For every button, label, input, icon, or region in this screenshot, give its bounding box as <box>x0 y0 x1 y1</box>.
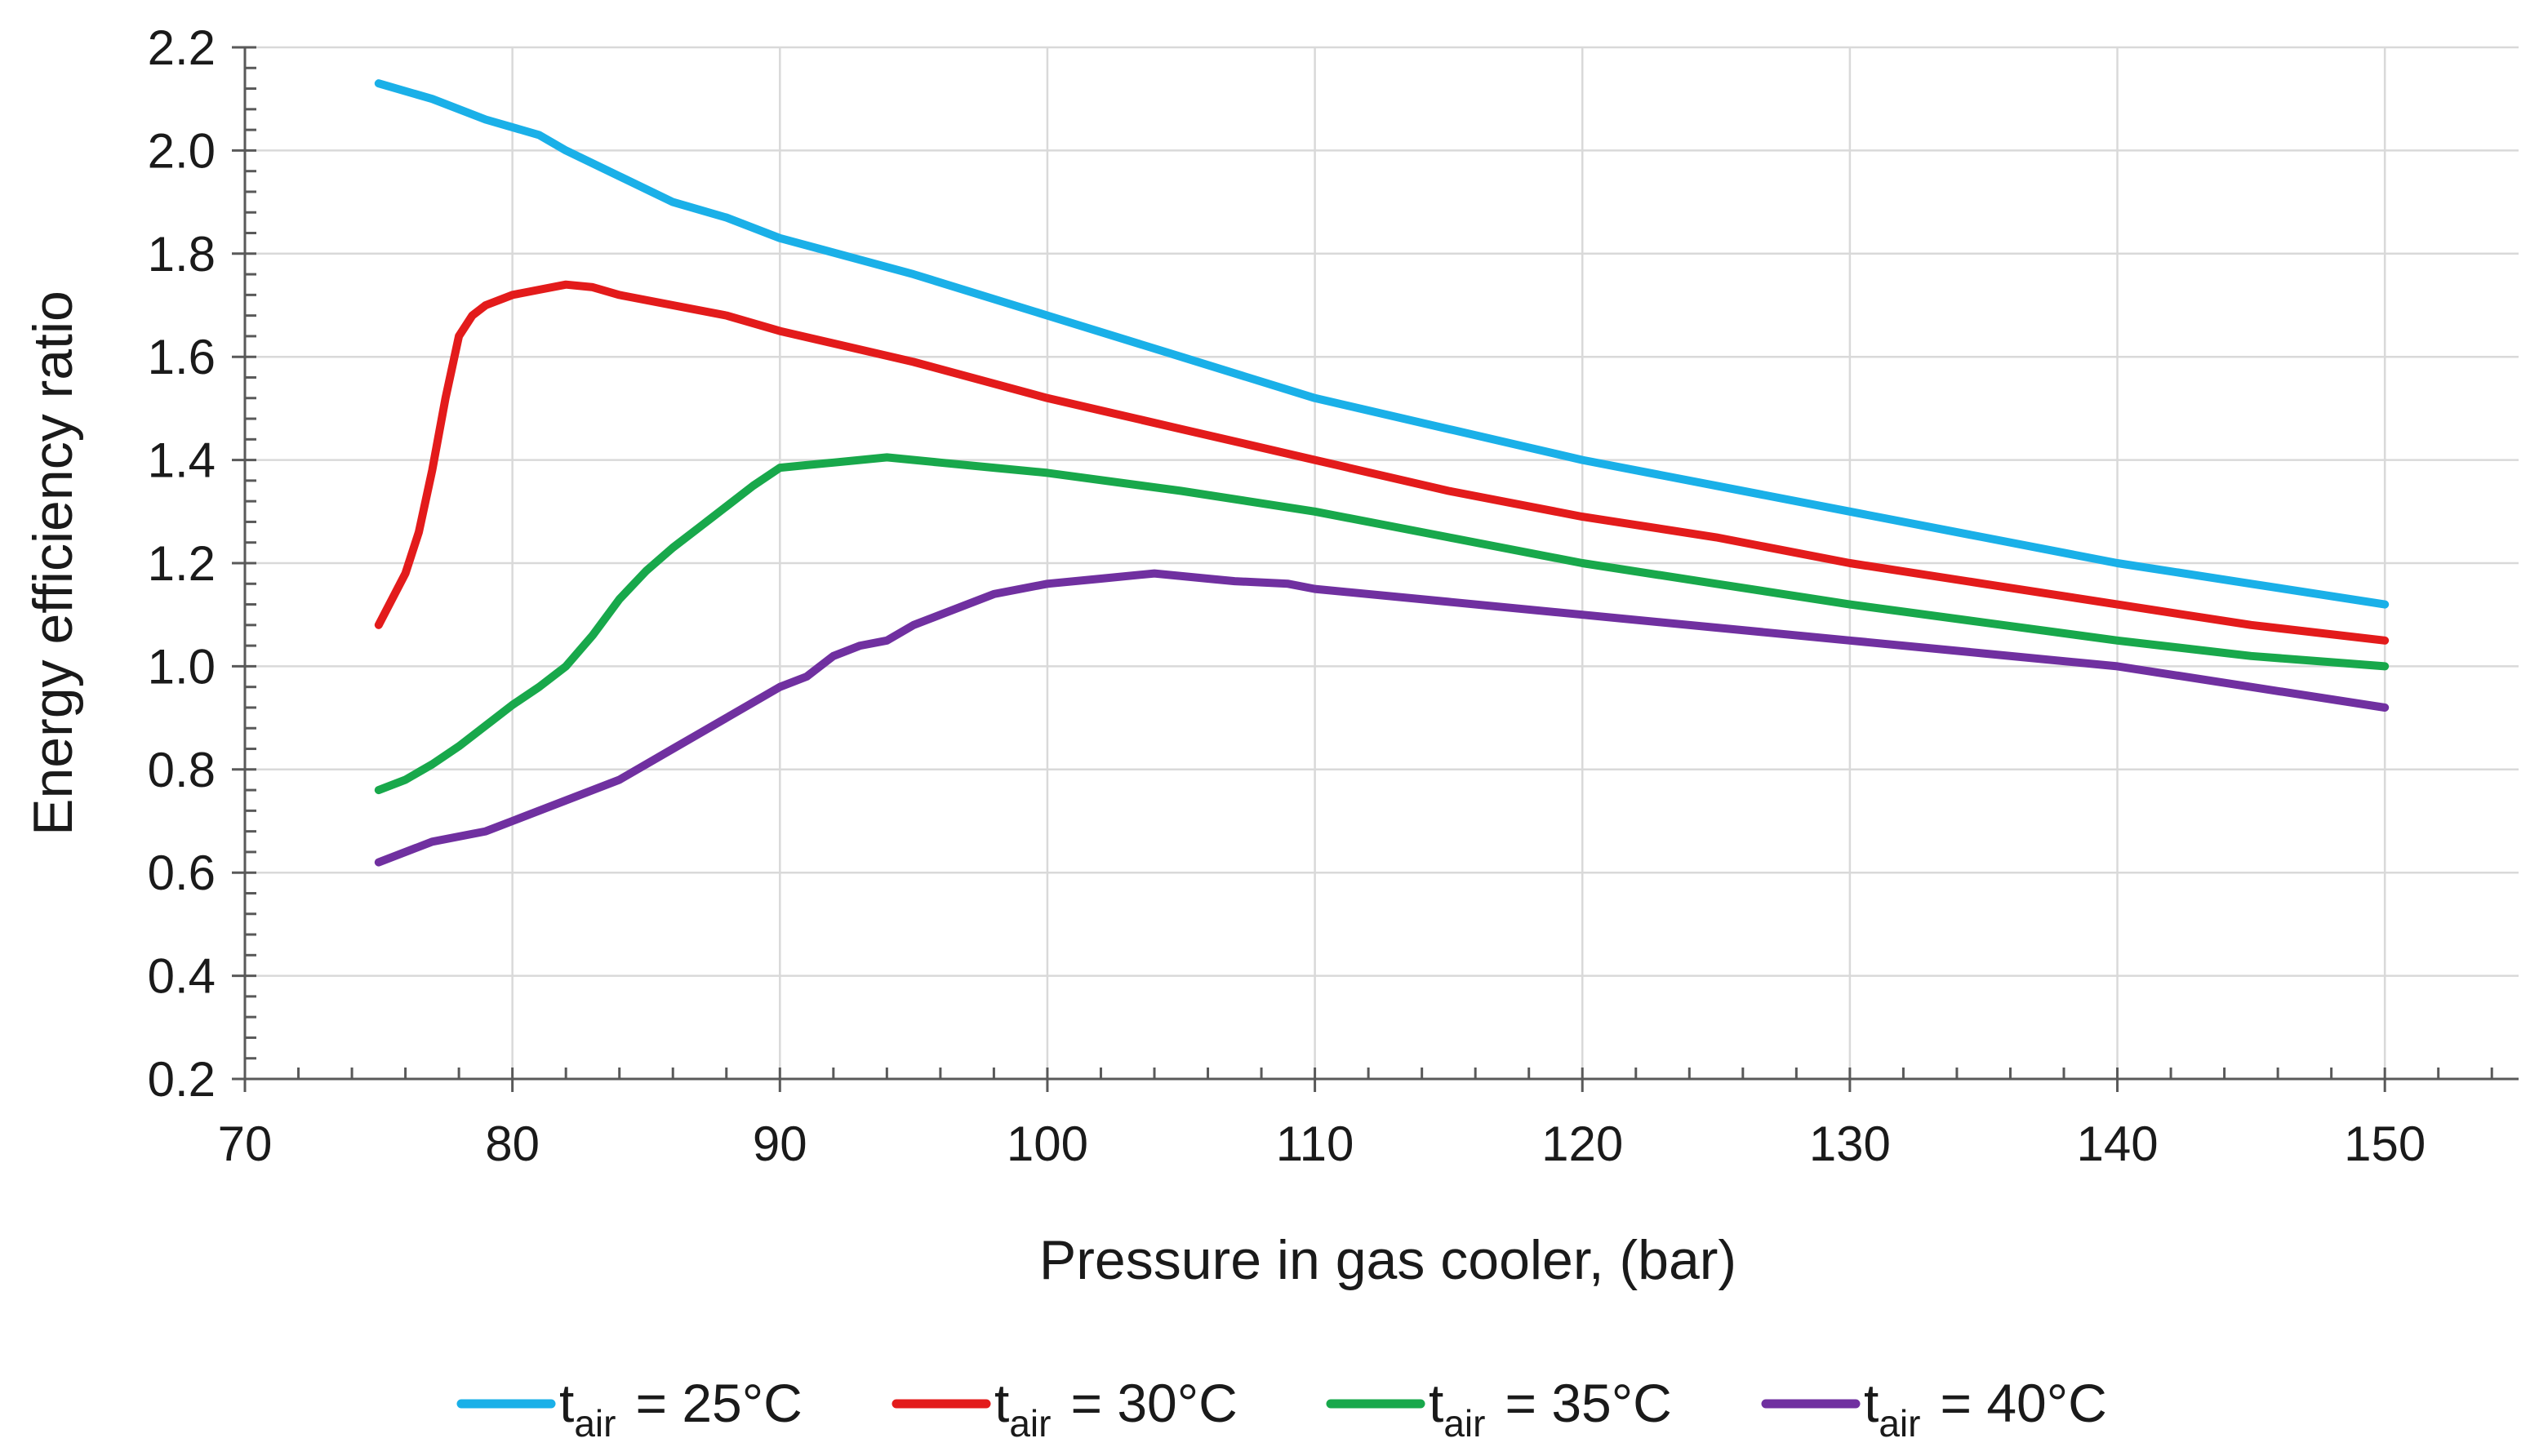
series-line-1 <box>374 79 2390 609</box>
legend-label: tair = 25°C <box>559 1373 803 1445</box>
x-axis-title: Pressure in gas cooler, (bar) <box>1039 1229 1736 1291</box>
x-tick-label: 110 <box>1276 1116 1354 1171</box>
y-tick-label: 1.0 <box>148 639 216 694</box>
y-tick-label: 1.6 <box>148 330 216 384</box>
y-tick-label: 1.8 <box>148 227 216 282</box>
series-lines <box>374 79 2390 867</box>
x-tick-label: 100 <box>1007 1116 1088 1171</box>
x-tick-label: 70 <box>218 1116 273 1171</box>
x-tick-label: 140 <box>2076 1116 2158 1171</box>
y-axis-title: Energy efficiency ratio <box>22 291 84 836</box>
y-tick-label: 1.4 <box>148 433 216 488</box>
series-line-2 <box>374 280 2390 645</box>
gridlines <box>245 46 2519 1079</box>
legend-entry: tair = 30°C <box>892 1373 1238 1445</box>
legend-label: tair = 35°C <box>1429 1373 1672 1445</box>
y-tick-label: 0.4 <box>148 949 216 1004</box>
legend-label: tair = 40°C <box>1864 1373 2107 1445</box>
y-tick-label: 0.2 <box>148 1052 216 1107</box>
legend: tair = 25°C tair = 30°C tair = 35°C tair = 40°C <box>456 1373 2107 1445</box>
x-tick-label: 80 <box>485 1116 540 1171</box>
y-tick-label: 0.6 <box>148 846 216 900</box>
x-tick-label: 90 <box>753 1116 807 1171</box>
x-tick-label: 120 <box>1541 1116 1623 1171</box>
y-tick-label: 0.8 <box>148 743 216 797</box>
y-tick-label: 2.0 <box>148 123 216 178</box>
tick-labels: 0.2 0.4 0.6 0.8 1.0 1.2 1.4 1.6 1.8 2.0 2.2 70 80 90 1… <box>148 20 2426 1171</box>
legend-label: tair = 30°C <box>994 1373 1238 1445</box>
series-line-3 <box>374 453 2390 795</box>
y-tick-label: 2.2 <box>148 20 216 75</box>
legend-entry: tair = 25°C <box>456 1373 803 1445</box>
legend-entry: tair = 35°C <box>1326 1373 1672 1445</box>
x-tick-label: 130 <box>1809 1116 1891 1171</box>
series-line-4 <box>374 569 2390 867</box>
axes <box>232 46 2519 1092</box>
legend-entry: tair = 40°C <box>1761 1373 2107 1445</box>
x-tick-label: 150 <box>2344 1116 2426 1171</box>
y-tick-label: 1.2 <box>148 536 216 591</box>
